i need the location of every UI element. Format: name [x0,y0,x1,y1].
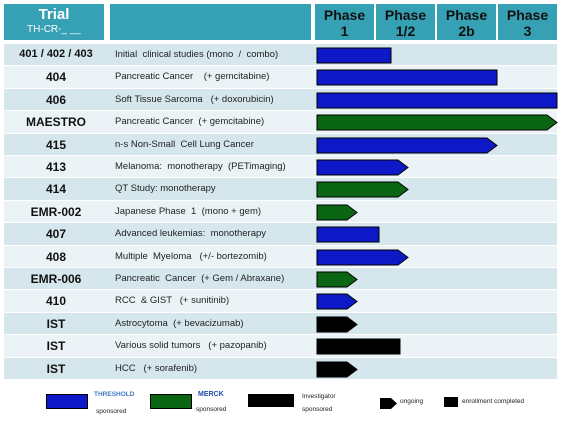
phase-1-line1: Phase [323,7,366,23]
trial-description: QT Study: monotherapy [115,183,216,195]
completed-bar [316,47,393,64]
trial-description: Pancreatic Cancer (+ Gem / Abraxane) [115,273,285,284]
legend-threshold-swatch [46,394,88,409]
trial-description: Melanoma: monotherapy (PETimaging) [115,161,286,172]
trial-description: n-s Non-Small Cell Lung Cancer [115,138,254,150]
completed-bar [316,69,499,86]
table-row [4,268,557,290]
table-row [4,156,557,178]
header-phase-2b: Phase 2b [437,4,496,40]
legend-investigator-swatch [248,394,294,407]
ongoing-bar [316,159,410,176]
table-row [4,200,557,223]
trial-id: IST [46,361,66,376]
phase-1-2-line2: 1/2 [395,23,416,39]
phase-3-line2: 3 [523,23,532,39]
legend-merck-swatch [150,394,192,409]
trial-description: Japanese Phase 1 (mono + gem) [115,205,262,217]
phase-2b-line2: 2b [458,23,475,39]
trial-description: Pancreatic Cancer (+ gemcitabine) [115,71,270,83]
table-row [4,312,557,335]
phase-3-line1: Phase [506,7,549,23]
table-row [4,44,557,66]
ongoing-bar [316,137,499,154]
legend-merck-label: sponsored [196,406,227,413]
trial-description: RCC & GIST (+ sunitinib) [115,295,230,307]
legend-investigator-label-1: Investigator [302,393,336,400]
header-trial-label: Trial [38,6,70,23]
phase-2b-line1: Phase [445,7,488,23]
trial-description: Astrocytoma (+ bevacizumab) [115,317,244,329]
phase-1-2-line1: Phase [384,7,427,23]
header-description [110,4,311,40]
ongoing-bar [316,361,359,378]
header-phase-3: Phase 3 [498,4,557,40]
ongoing-bar [316,271,359,288]
table-row [4,245,557,267]
header-phase-1-2: Phase 1/2 [376,4,435,40]
trial-id: EMR-006 [30,272,82,286]
trial-id: 413 [45,160,67,174]
trial-description: Advanced leukemias: monotherapy [115,228,267,240]
legend-completed-label: enrollment completed [462,398,525,405]
table-row [4,357,557,379]
table-row [4,335,557,357]
legend-ongoing-label: ongoing [400,398,424,405]
trial-description: HCC (+ sorafenib) [115,362,198,374]
trial-description: Pancreatic Cancer (+ gemcitabine) [115,116,265,128]
trial-id: 415 [45,137,67,152]
ongoing-bar [316,316,359,333]
trial-description: Initial clinical studies (mono / combo) [115,49,279,60]
table-row [4,290,557,312]
completed-bar [316,338,402,355]
trial-id: IST [46,316,66,331]
legend-threshold-label: sponsored [96,408,127,415]
trial-id: EMR-002 [30,204,82,219]
header-phase-1: Phase 1 [315,4,374,40]
phase-1-line2: 1 [340,23,349,39]
legend-threshold-logo: THRESHOLD [94,391,135,398]
legend-ongoing-arrow [380,396,397,414]
trial-id: MAESTRO [26,115,86,130]
trial-id: 408 [45,249,67,264]
trial-description: Soft Tissue Sarcoma (+ doxorubicin) [115,93,274,105]
legend-completed-block [444,397,458,407]
completed-bar [316,92,559,109]
trial-description: Multiple Myeloma (+/- bortezomib) [115,250,267,262]
trial-id: 404 [45,70,67,85]
ongoing-bar [316,204,359,221]
trial-description: Various solid tumors (+ pazopanib) [115,340,267,352]
ongoing-bar [316,293,359,310]
ongoing-bar [316,249,410,266]
legend-merck-logo: MERCK [198,391,224,398]
table-row [4,223,557,245]
completed-bar [316,226,381,243]
trial-id: IST [46,339,66,354]
header-trial-sub: TH-CR-_ __ [27,24,81,35]
ongoing-bar [316,114,559,131]
ongoing-bar [316,181,410,198]
trial-id: 414 [45,182,67,197]
trial-id: 406 [45,92,67,107]
trial-id: 410 [45,294,67,309]
table-row [4,178,557,200]
legend-investigator-label-2: sponsored [302,406,333,413]
trial-id: 407 [45,227,67,242]
header-trial: Trial TH-CR-_ __ [4,4,104,40]
trial-id: 401 / 402 / 403 [19,48,93,60]
